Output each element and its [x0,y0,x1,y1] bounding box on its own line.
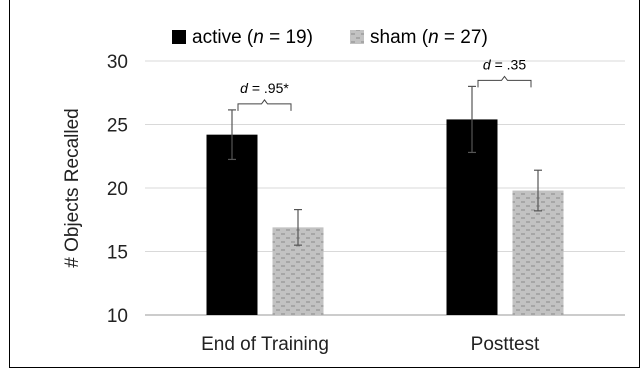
y-tick-label: 25 [107,116,128,137]
effect-size-value: = .95* [248,80,289,96]
x-category-label: Posttest [471,334,540,355]
x-axis-categories: End of Training Posttest [201,334,540,355]
y-axis-title: # Objects Recalled [62,108,83,267]
legend-label-active: active (n = 19) [192,27,313,48]
y-tick-label: 20 [107,179,128,200]
significance-annotations: d = .95*d = .35 [237,56,532,111]
significance-bracket [477,75,532,88]
bar-active-0 [206,134,258,315]
bars [206,119,564,315]
y-axis-ticks: 10 15 20 25 30 [107,52,128,327]
effect-size-label: d = .95* [240,80,289,96]
y-tick-label: 15 [107,243,128,264]
effect-size-value: = .35 [491,56,527,72]
x-category-label: End of Training [201,334,329,355]
y-tick-label: 10 [107,306,128,327]
legend-swatch-sham [350,30,364,44]
significance-bracket [237,99,292,111]
effect-size-symbol: d [240,80,249,96]
y-tick-label: 30 [107,52,128,73]
error-bars [228,85,542,246]
effect-size-label: d = .35 [483,56,526,72]
legend: active (n = 19) sham (n = 27) [172,27,488,48]
legend-swatch-active [172,30,186,44]
legend-label-sham: sham (n = 27) [370,27,488,48]
effect-size-symbol: d [483,56,492,72]
